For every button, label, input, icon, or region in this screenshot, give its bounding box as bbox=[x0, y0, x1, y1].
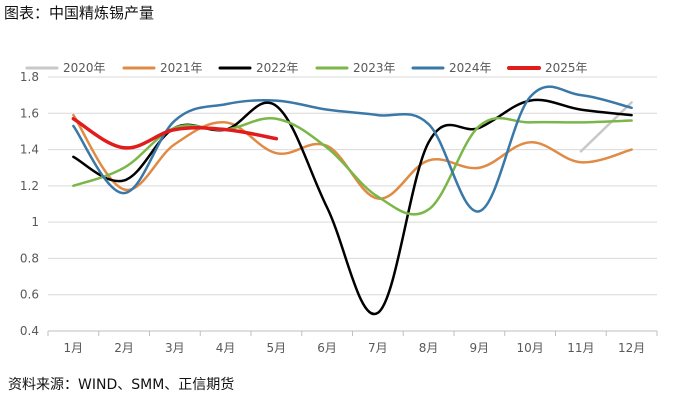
y-tick-label: 0.6 bbox=[20, 288, 39, 302]
legend: 2020年 2021年 2022年 2023年 2024年 2025年 bbox=[25, 61, 588, 75]
x-tick-label: 12月 bbox=[618, 341, 645, 355]
x-tick-label: 3月 bbox=[165, 341, 185, 355]
y-tick-label: 0.4 bbox=[20, 324, 39, 338]
y-tick-label: 1.4 bbox=[20, 143, 39, 157]
series-line-2023年 bbox=[72, 116, 633, 216]
axes bbox=[47, 330, 658, 336]
x-tick-label: 1月 bbox=[64, 341, 84, 355]
y-tick-labels: 0.4 0.6 0.8 1 1.2 1.4 1.6 1.8 bbox=[20, 70, 39, 338]
legend-label: 2020年 bbox=[63, 61, 106, 75]
legend-label: 2023年 bbox=[353, 61, 396, 75]
x-tick-label: 10月 bbox=[516, 341, 543, 355]
series-line-2024年 bbox=[72, 85, 633, 213]
legend-label: 2022年 bbox=[256, 61, 299, 75]
x-tick-label: 4月 bbox=[216, 341, 236, 355]
x-tick-labels: 1月 2月 3月 4月 5月 6月 7月 8月 9月 10月 11月 12月 bbox=[64, 341, 646, 355]
series-line-2025年 bbox=[71, 116, 279, 150]
series-line-2021年 bbox=[72, 113, 633, 200]
y-tick-label: 0.8 bbox=[20, 251, 39, 265]
x-tick-label: 8月 bbox=[419, 341, 439, 355]
y-tick-label: 1.6 bbox=[20, 106, 39, 120]
x-tick-label: 5月 bbox=[267, 341, 287, 355]
gridlines bbox=[48, 76, 657, 296]
x-tick-label: 6月 bbox=[317, 341, 337, 355]
legend-label: 2021年 bbox=[160, 61, 203, 75]
y-tick-label: 1.8 bbox=[20, 70, 39, 84]
x-tick-label: 9月 bbox=[470, 341, 490, 355]
series-lines bbox=[71, 85, 633, 316]
source-note: 资料来源：WIND、SMM、正信期货 bbox=[8, 377, 235, 393]
legend-label: 2025年 bbox=[545, 61, 588, 75]
y-tick-label: 1.2 bbox=[20, 179, 39, 193]
legend-label: 2024年 bbox=[449, 61, 492, 75]
figure-title: 图表：中国精炼锡产量 bbox=[4, 4, 155, 22]
x-tick-label: 2月 bbox=[114, 341, 134, 355]
series-line-2020年 bbox=[579, 101, 633, 153]
x-tick-label: 11月 bbox=[567, 341, 594, 355]
series-line-2022年 bbox=[72, 98, 633, 316]
y-tick-label: 1 bbox=[31, 215, 39, 229]
x-tick-label: 7月 bbox=[368, 341, 388, 355]
